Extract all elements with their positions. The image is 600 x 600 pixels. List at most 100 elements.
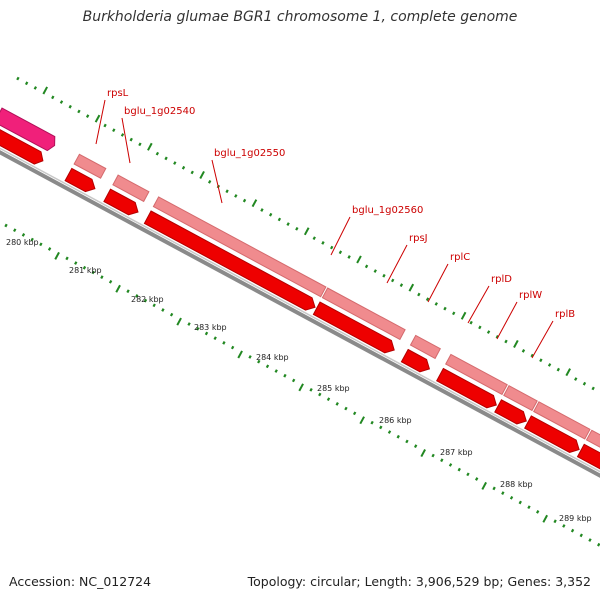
outer-minor-tick [425,297,430,302]
inner-minor-tick [335,402,339,406]
outer-major-tick [460,311,467,320]
inner-major-tick [54,251,60,260]
outer-major-tick [147,142,153,151]
scale-label: 281 kbp [69,266,102,275]
cds-arrow [64,167,96,193]
inner-minor-tick [431,453,435,458]
outer-minor-tick [155,151,160,156]
outer-minor-tick [190,170,194,175]
scale-label: 286 kbp [379,416,412,425]
outer-minor-tick [138,142,142,147]
outer-minor-tick [68,104,72,109]
outer-minor-tick [268,212,273,217]
outer-major-tick [94,114,101,123]
gene-bar [112,174,150,203]
inner-minor-tick [509,495,514,500]
gene-label-bglu-1g02550: bglu_1g02550 [214,148,285,159]
outer-minor-tick [24,81,29,86]
inner-minor-tick [344,406,348,411]
inner-minor-tick [161,308,165,312]
outer-minor-tick [574,377,578,381]
backbone-line [0,150,600,478]
outer-minor-tick [225,189,229,194]
outer-minor-tick [399,283,404,287]
inner-major-tick [298,383,304,392]
inner-major-tick [176,317,182,326]
outer-minor-tick [582,381,587,386]
inner-minor-tick [230,345,235,350]
inner-minor-tick [492,486,496,491]
inner-minor-tick [570,528,575,533]
inner-minor-tick [135,294,139,298]
gene-bar [73,153,107,179]
inner-minor-tick [13,228,17,233]
outer-minor-tick [173,161,177,165]
cds-arrow [576,443,600,470]
inner-minor-tick [291,378,296,383]
outer-major-tick [356,255,362,264]
inner-minor-tick [257,359,261,364]
inner-minor-tick [501,491,505,495]
inner-minor-tick [370,420,374,425]
outer-minor-tick [295,226,299,231]
gene-label-rplb: rplB [555,309,575,320]
inner-minor-tick [536,510,540,514]
leader-line [121,117,131,164]
backbone-track [0,147,600,478]
outer-minor-tick [443,306,447,311]
outer-minor-tick [312,236,316,241]
inner-minor-tick [30,237,34,242]
inner-major-tick [359,416,365,425]
leader-line [330,216,351,256]
inner-minor-tick [108,279,113,284]
inner-minor-tick [326,397,331,402]
inner-minor-tick [169,312,174,317]
inner-minor-tick [47,247,52,251]
outer-minor-tick [556,367,560,372]
inner-minor-tick [196,326,200,331]
inner-minor-tick [213,336,217,341]
topology-text: Topology: circular; Length: 3,906,529 bp… [247,574,591,589]
inner-minor-tick [597,542,600,547]
outer-minor-tick [469,320,473,325]
cds-arrow [0,129,44,165]
inner-minor-tick [4,223,8,228]
inner-minor-tick [126,289,130,294]
inner-tick-track [4,223,600,547]
outer-minor-tick [521,349,526,353]
inner-minor-tick [379,425,383,430]
outer-minor-tick [478,325,482,330]
outer-minor-tick [530,353,534,358]
gene-bar [503,385,538,412]
outer-major-tick [565,368,571,377]
inner-minor-tick [466,472,470,477]
inner-minor-tick [82,265,87,270]
inner-minor-tick [143,298,148,303]
inner-minor-tick [518,500,522,505]
outer-minor-tick [417,292,421,297]
inner-major-tick [542,514,548,523]
inner-minor-tick [396,434,400,439]
gene-label-rplc: rplC [450,252,470,263]
backbone-highlight [0,147,600,473]
outer-minor-tick [260,208,264,212]
inner-minor-tick [309,387,313,392]
gene-bar [152,196,327,298]
inner-minor-tick [74,261,78,265]
outer-minor-tick [330,245,334,250]
scale-label: 285 kbp [317,384,350,393]
outer-major-tick [251,199,258,208]
outer-minor-tick [504,339,508,344]
cds-arrow [312,301,395,354]
outer-minor-tick [129,137,133,142]
outer-major-tick [513,339,519,348]
cds-arrow [494,399,527,425]
inner-minor-tick [274,369,278,373]
gene-label-bglu-1g02560: bglu_1g02560 [352,205,423,216]
leader-line [467,285,490,324]
scale-label: 280 kbp [6,238,39,247]
outer-minor-tick [181,165,186,170]
gene-bar [585,429,600,448]
outer-minor-tick [103,123,107,128]
outer-minor-tick [234,194,238,198]
